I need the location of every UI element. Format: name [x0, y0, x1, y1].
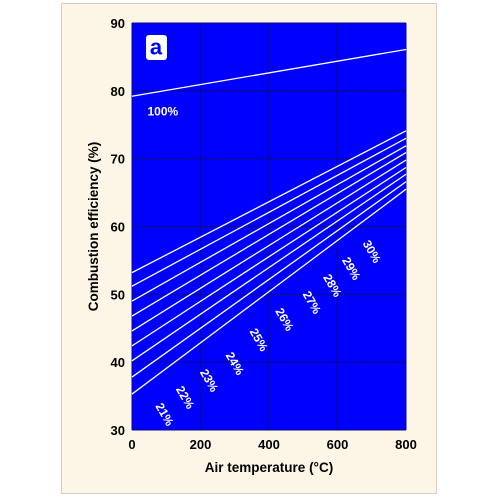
y-tick-label: 90	[111, 16, 125, 31]
series-line	[131, 173, 407, 362]
series-lines	[131, 48, 407, 395]
series-line	[131, 166, 407, 347]
x-axis-title: Air temperature (°C)	[205, 460, 333, 475]
x-tick-label: 800	[395, 437, 417, 452]
series-label: 100%	[147, 104, 178, 118]
series-line	[131, 137, 407, 287]
series-line	[131, 152, 407, 317]
x-tick-label: 600	[327, 437, 349, 452]
panel-label-badge	[146, 35, 167, 60]
grid	[131, 22, 407, 431]
series-line	[131, 130, 407, 274]
series-line	[131, 145, 407, 302]
y-tick-label: 60	[111, 220, 125, 235]
y-axis-title: Combustion efficiency (%)	[86, 142, 101, 312]
x-tick-label: 400	[258, 437, 280, 452]
y-tick-label: 80	[111, 84, 125, 99]
panel-label: a	[150, 35, 163, 60]
series-line	[131, 188, 407, 395]
series-line	[131, 48, 407, 97]
y-tick-label: 50	[111, 287, 125, 302]
y-tick-label: 70	[111, 152, 125, 167]
x-tick-label: 200	[190, 437, 212, 452]
y-tick-labels: 30 40 50 60 70 80 90	[111, 16, 125, 438]
x-tick-labels: 0 200 400 600 800	[128, 437, 416, 452]
y-tick-label: 30	[111, 423, 125, 438]
y-tick-label: 40	[111, 355, 125, 370]
series-line	[131, 159, 407, 332]
series-line	[131, 181, 407, 378]
x-tick-label: 0	[128, 437, 135, 452]
